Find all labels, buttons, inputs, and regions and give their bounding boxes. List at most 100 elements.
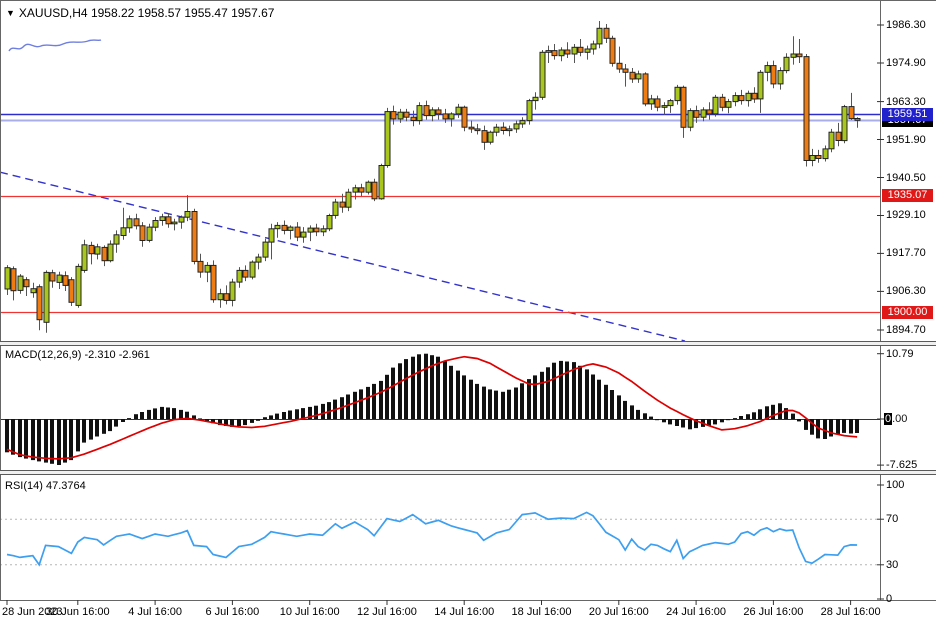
candle-body [545, 50, 552, 53]
time-axis-tick: 24 Jul 16:00 [666, 606, 727, 618]
candle-body [88, 244, 95, 255]
candle-body [429, 109, 436, 117]
macd-bar [733, 418, 737, 420]
candle-body [416, 105, 423, 122]
macd-bar [5, 419, 9, 453]
macd-bar [230, 419, 234, 427]
candle-body [287, 226, 294, 231]
macd-bar [18, 419, 22, 458]
macd-bar [424, 353, 428, 419]
macd-bar [462, 375, 466, 419]
candle-body [654, 98, 661, 108]
macd-bar [69, 419, 73, 461]
macd-bar [359, 389, 363, 419]
candle-body [358, 187, 365, 193]
candle-body [23, 279, 30, 288]
macd-bar [662, 419, 666, 423]
candles-layer[interactable] [4, 21, 861, 333]
macd-bar [205, 419, 209, 422]
price-axis-tick: 1963.30 [886, 95, 926, 108]
price-axis-tick: 1940.50 [886, 171, 926, 184]
macd-bar [643, 413, 647, 419]
candle-body [339, 201, 346, 208]
candle-body [94, 246, 101, 255]
macd-bar [301, 408, 305, 419]
macd-bar [57, 419, 61, 465]
macd-bar [353, 391, 357, 419]
macd-bar [514, 387, 518, 419]
candle-body [455, 106, 462, 115]
rsi-panel[interactable] [0, 475, 936, 600]
time-axis-tick: 6 Jul 16:00 [205, 606, 260, 618]
macd-bar [153, 408, 157, 419]
candle-body [648, 98, 655, 105]
candle-body [609, 37, 616, 64]
candle-body [332, 201, 339, 216]
candle-body [249, 261, 256, 278]
candle-body [113, 234, 120, 245]
candle-body [732, 95, 739, 103]
macd-bar [823, 419, 827, 439]
candle-body [674, 86, 681, 102]
candle-body [320, 228, 327, 233]
candle-body [294, 226, 301, 238]
candle-body [764, 65, 771, 73]
candle-body [410, 116, 417, 121]
candle-body [590, 43, 597, 50]
freehand-annotation[interactable] [8, 39, 102, 52]
macd-bar [565, 361, 569, 419]
macd-bar [475, 383, 479, 419]
candle-body [687, 110, 694, 128]
macd-bar [172, 408, 176, 419]
price-axis-tick: 1974.90 [886, 56, 926, 69]
panel-separator[interactable] [0, 341, 936, 346]
time-axis-tick: 14 Jul 16:00 [434, 606, 495, 618]
macd-bar [713, 419, 717, 425]
support-price-badge: 1935.07 [882, 189, 933, 202]
macd-bar [275, 413, 279, 419]
price-axis[interactable] [881, 0, 936, 600]
macd-bar [314, 405, 318, 419]
price-axis-tick: 1986.30 [886, 19, 926, 31]
candle-body [274, 224, 281, 230]
candle-body [442, 113, 449, 120]
candle-body [461, 106, 468, 128]
candle-body [120, 227, 127, 237]
candle-body [423, 105, 430, 117]
macd-bar [327, 402, 331, 419]
candle-body [500, 126, 507, 131]
macd-bar [127, 418, 131, 420]
symbol-dropdown-icon[interactable]: ▼ [6, 8, 15, 18]
candle-body [68, 279, 75, 303]
macd-bar [295, 409, 299, 419]
candle-body [835, 131, 842, 141]
rsi-line [6, 511, 858, 567]
candle-body [796, 53, 803, 58]
macd-bar [224, 419, 228, 426]
macd-bar [31, 419, 35, 461]
candle-body [281, 224, 288, 231]
candle-body [107, 243, 114, 262]
macd-bar [726, 419, 730, 421]
candle-body [481, 130, 488, 143]
candle-body [56, 274, 63, 283]
resistance-price-badge: 1959.51 [882, 108, 933, 121]
candle-body [770, 65, 777, 85]
macd-histogram [5, 353, 859, 465]
panel-separator[interactable] [0, 470, 936, 475]
main-chart-panel[interactable] [0, 0, 936, 341]
time-axis-tick: 18 Jul 16:00 [511, 606, 572, 618]
candle-body [571, 46, 578, 55]
macd-bar [211, 419, 215, 424]
candle-body [493, 126, 500, 133]
time-axis[interactable] [0, 601, 936, 624]
macd-bar [527, 379, 531, 419]
macd-bar [649, 416, 653, 419]
macd-bar [63, 419, 67, 463]
candle-body [210, 264, 217, 301]
candle-body [390, 111, 397, 120]
time-axis-tick: 12 Jul 16:00 [356, 606, 417, 618]
price-axis-tick: 1951.90 [886, 133, 926, 146]
